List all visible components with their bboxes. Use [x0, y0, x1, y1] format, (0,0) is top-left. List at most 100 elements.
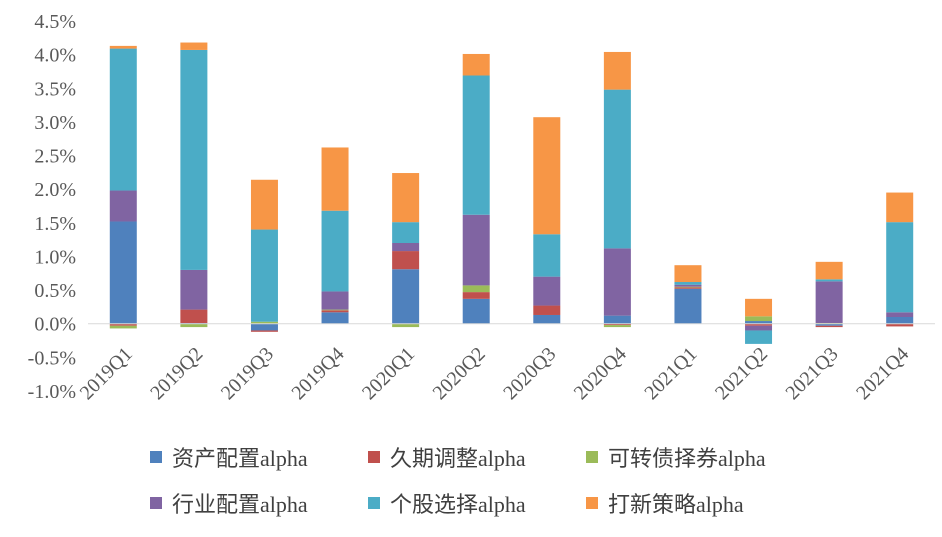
- bar-segment: [674, 265, 702, 283]
- bar-segment: [745, 325, 773, 331]
- bar-segment: [745, 321, 773, 324]
- bar-segment: [109, 325, 137, 329]
- bar-segment: [462, 285, 490, 293]
- bar-segment: [745, 330, 773, 344]
- legend-swatch-convertible: [586, 451, 598, 463]
- legend-swatch-duration: [368, 451, 380, 463]
- bar-segment: [250, 229, 278, 322]
- x-tick-label: 2020Q1: [358, 343, 419, 404]
- bar-segment: [533, 314, 561, 324]
- y-tick-label: 1.0%: [34, 246, 76, 268]
- x-tick-label: 2019Q4: [287, 343, 348, 404]
- bar-segment: [392, 243, 420, 252]
- bar-segment: [462, 75, 490, 215]
- bar-segment: [462, 53, 490, 76]
- bar-segment: [674, 284, 702, 287]
- bar-segment: [815, 325, 843, 328]
- legend-item-asset-allocation: 资产配置alpha: [150, 444, 368, 471]
- bar-segment: [603, 315, 631, 324]
- bar-segment: [250, 323, 278, 331]
- bar-segment: [109, 190, 137, 222]
- bar-segment: [109, 221, 137, 324]
- y-tick-label: 4.5%: [34, 11, 76, 33]
- legend-swatch-stock-selection: [368, 497, 380, 509]
- bar-segment: [250, 330, 278, 332]
- bar-segment: [250, 179, 278, 230]
- bar-segment: [745, 316, 773, 322]
- bar-segment: [109, 323, 137, 326]
- bar-segment: [462, 292, 490, 299]
- bar-segment: [815, 281, 843, 324]
- legend: 资产配置alpha 久期调整alpha 可转债择券alpha 行业配置alpha…: [150, 444, 850, 517]
- x-tick-label: 2021Q1: [640, 343, 701, 404]
- legend-item-industry: 行业配置alpha: [150, 490, 368, 517]
- bar-segment: [392, 251, 420, 270]
- x-tick-label: 2020Q4: [570, 343, 631, 404]
- legend-label-convertible: 可转债择券alpha: [608, 446, 766, 471]
- y-tick-label: 2.0%: [34, 179, 76, 201]
- bar-segment: [815, 279, 843, 282]
- bar-segment: [109, 45, 137, 49]
- y-tick-label: -0.5%: [28, 347, 76, 369]
- legend-item-stock-selection: 个股选择alpha: [368, 490, 586, 517]
- bar-segment: [886, 317, 914, 324]
- bar-segment: [603, 89, 631, 249]
- bar-segment: [603, 323, 631, 326]
- bar-segment: [674, 286, 702, 288]
- y-tick-label: 3.0%: [34, 112, 76, 134]
- bar-segment: [533, 276, 561, 306]
- bar-segment: [674, 287, 702, 289]
- bar-segment: [533, 305, 561, 315]
- bar-segment: [745, 298, 773, 317]
- bar-segment: [462, 214, 490, 286]
- bar-segment: [180, 42, 208, 50]
- bar-segment: [250, 321, 278, 324]
- bar-segment: [321, 309, 349, 311]
- legend-label-duration: 久期调整alpha: [390, 446, 526, 471]
- legend-label-stock-selection: 个股选择alpha: [390, 492, 526, 517]
- y-tick-label: -1.0%: [28, 381, 76, 403]
- bar-segment: [815, 323, 843, 326]
- legend-label-ipo: 打新策略alpha: [608, 492, 744, 517]
- legend-swatch-industry: [150, 497, 162, 509]
- bar-segment: [886, 312, 914, 317]
- legend-label-industry: 行业配置alpha: [172, 492, 308, 517]
- x-tick-label: 2021Q3: [782, 343, 843, 404]
- bar-segment: [392, 323, 420, 328]
- y-tick-label: 2.5%: [34, 146, 76, 168]
- bar-segment: [321, 310, 349, 313]
- bar-segment: [321, 291, 349, 310]
- legend-item-convertible: 可转债择券alpha: [586, 444, 804, 471]
- legend-swatch-ipo: [586, 497, 598, 509]
- bar-segment: [603, 51, 631, 90]
- legend-item-duration: 久期调整alpha: [368, 444, 586, 471]
- bar-segment: [886, 222, 914, 313]
- bar-segment: [392, 173, 420, 223]
- bar-segment: [321, 210, 349, 292]
- legend-swatch-asset-allocation: [150, 451, 162, 463]
- x-tick-label: 2019Q1: [76, 343, 137, 404]
- y-tick-label: 0.0%: [34, 314, 76, 336]
- bar-segment: [533, 234, 561, 277]
- bar-segment: [603, 248, 631, 316]
- y-tick-label: 1.5%: [34, 213, 76, 235]
- x-tick-label: 2020Q3: [499, 343, 560, 404]
- bar-segment: [321, 312, 349, 324]
- x-tick-label: 2021Q2: [711, 343, 772, 404]
- bar-segment: [533, 117, 561, 235]
- bar-segment: [180, 269, 208, 310]
- legend-item-ipo: 打新策略alpha: [586, 490, 804, 517]
- bar-segment: [180, 49, 208, 270]
- bar-segment: [321, 147, 349, 211]
- plot-area: -1.0% -0.5% 0.0% 0.5% 1.0% 1.5% 2.0% 2.5% 3.0% 3.…: [28, 11, 935, 404]
- bar-segment: [886, 192, 914, 223]
- bar-segment: [815, 261, 843, 280]
- bar-segment: [603, 325, 631, 328]
- x-tick-label: 2019Q3: [217, 343, 278, 404]
- bar-segment: [392, 222, 420, 243]
- bar-segment: [886, 323, 914, 327]
- bar-segment: [745, 323, 773, 326]
- legend-label-asset-allocation: 资产配置alpha: [172, 446, 308, 471]
- x-tick-label: 2019Q2: [146, 343, 207, 404]
- y-tick-label: 3.5%: [34, 78, 76, 100]
